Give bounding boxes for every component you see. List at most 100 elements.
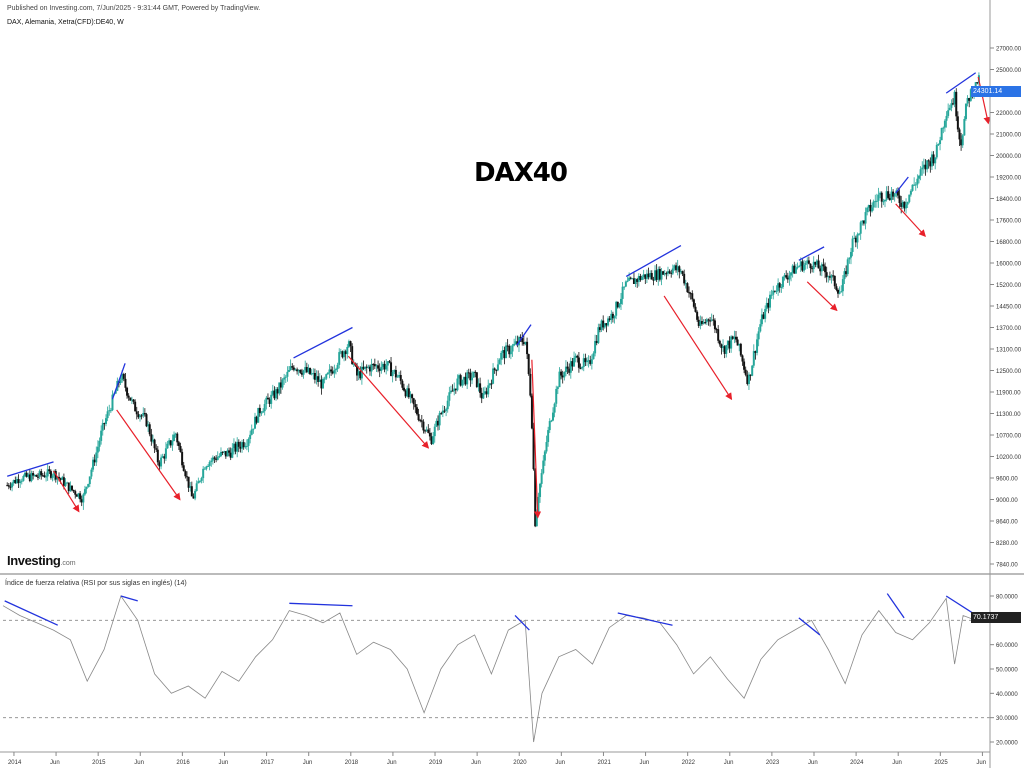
candle-body — [156, 449, 159, 463]
candle-body — [603, 323, 606, 328]
candle-body — [922, 164, 925, 168]
candle-body — [106, 411, 109, 419]
candle-body — [587, 360, 590, 362]
candle-body — [624, 281, 627, 287]
candle-body — [245, 445, 248, 447]
candle-body — [386, 361, 389, 366]
candle-body — [759, 324, 762, 332]
candle-body — [368, 366, 371, 372]
candle-body — [909, 190, 912, 195]
candle-body — [564, 366, 567, 373]
price-tick-label: 8640.00 — [996, 520, 1018, 526]
trendline — [945, 72, 977, 94]
candle-body — [49, 471, 52, 478]
candle-body — [428, 432, 431, 437]
candle-body — [500, 352, 503, 360]
candle-body — [849, 251, 852, 258]
candle-body — [689, 293, 692, 295]
candle-body — [734, 336, 737, 340]
candle-body — [577, 357, 580, 368]
price-tick-label: 11900.00 — [996, 391, 1021, 397]
trendline — [7, 461, 54, 477]
candle-body — [273, 390, 276, 399]
candle-body — [616, 301, 619, 308]
candle-body — [122, 373, 125, 379]
candle-body — [242, 442, 245, 448]
candle-body — [370, 364, 373, 372]
candle-body — [725, 345, 728, 354]
candle-body — [79, 493, 82, 500]
rsi-tick-label: 50.0000 — [996, 668, 1018, 674]
candle-body — [310, 373, 313, 375]
candle-body — [483, 391, 486, 394]
candle-body — [918, 175, 921, 179]
candle-body — [90, 469, 93, 477]
candle-body — [93, 459, 96, 463]
candle-body — [151, 439, 154, 442]
candle-body — [713, 320, 716, 330]
candle-body — [751, 365, 754, 376]
candle-body — [22, 475, 25, 481]
candle-body — [963, 119, 966, 136]
candle-body — [976, 82, 979, 84]
candle-body — [129, 397, 132, 401]
candle-body — [598, 327, 601, 330]
candle-body — [811, 268, 814, 270]
candle-body — [294, 369, 297, 371]
candle-body — [493, 368, 496, 370]
candle-body — [830, 275, 833, 278]
candle-body — [511, 345, 514, 352]
candle-body — [11, 483, 14, 488]
candle-body — [291, 366, 294, 368]
candle-body — [485, 391, 488, 395]
candle-body — [524, 341, 527, 345]
red-arrow — [53, 470, 80, 513]
candle-body — [406, 388, 409, 397]
candle-body — [174, 433, 177, 435]
candle-body — [236, 441, 239, 452]
candle-body — [480, 392, 483, 399]
candle-body — [663, 273, 666, 275]
candle-body — [195, 483, 198, 491]
candle-body — [464, 376, 467, 385]
candle-body — [877, 194, 880, 201]
time-tick-label: Jun — [303, 760, 313, 766]
candle-body — [59, 478, 62, 480]
candle-body — [498, 359, 501, 365]
rsi-trendline — [886, 593, 905, 619]
trendline — [895, 176, 909, 194]
candle-body — [17, 479, 20, 484]
candle-body — [202, 468, 205, 479]
candle-body — [726, 340, 729, 346]
candle-body — [490, 383, 493, 385]
candle-body — [271, 390, 274, 395]
candle-body — [223, 451, 226, 453]
time-tick-label: 2019 — [429, 760, 443, 766]
candle-body — [313, 372, 316, 380]
candle-body — [292, 367, 295, 370]
candle-body — [281, 379, 284, 388]
candle-body — [947, 110, 950, 116]
candle-body — [607, 318, 610, 326]
candle-body — [268, 399, 271, 404]
candle-body — [445, 409, 448, 411]
last-price-badge: 24301.14 — [971, 86, 1021, 97]
candle-body — [820, 264, 823, 272]
candle-body — [639, 276, 642, 280]
candle-body — [872, 201, 875, 208]
candle-body — [108, 410, 111, 412]
candle-body — [556, 387, 559, 389]
candle-body — [858, 233, 861, 235]
red-arrow — [806, 281, 838, 312]
red-arrow — [531, 359, 542, 519]
candle-body — [224, 451, 227, 457]
candle-body — [194, 490, 197, 499]
candle-body — [349, 341, 352, 347]
candle-body — [843, 271, 846, 280]
candle-body — [344, 351, 347, 355]
candle-body — [143, 413, 146, 415]
candle-body — [449, 390, 452, 393]
time-tick-label: Jun — [218, 760, 228, 766]
time-tick-label: Jun — [976, 760, 986, 766]
candle-body — [809, 263, 812, 269]
